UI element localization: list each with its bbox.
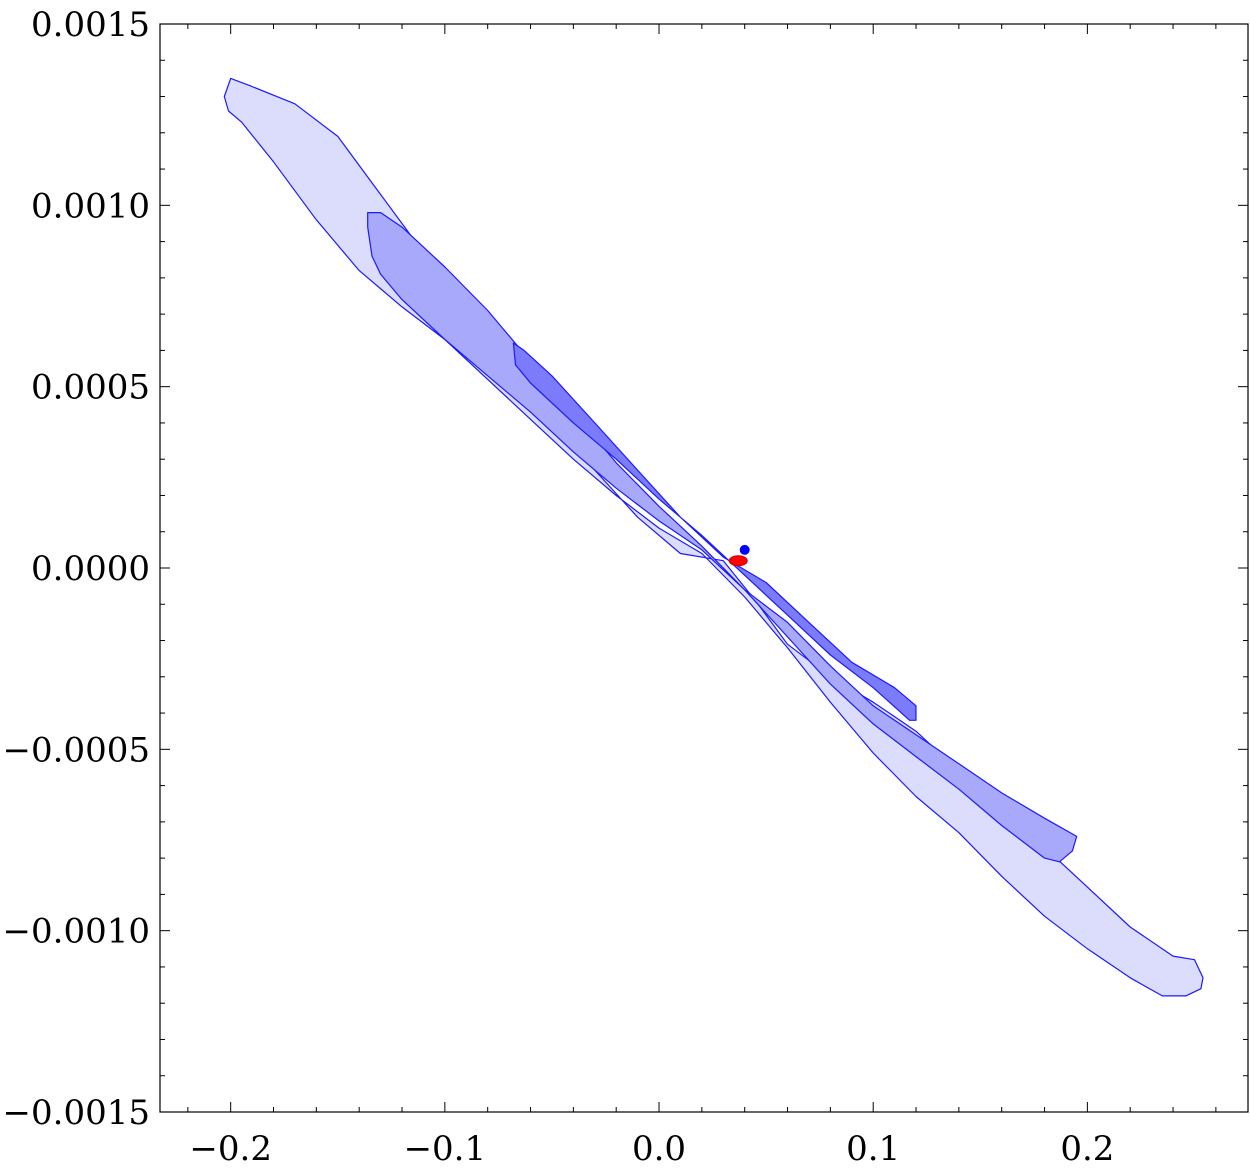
y-tick-label: 0.0010 bbox=[31, 186, 150, 226]
axis-ticks bbox=[160, 23, 1248, 1113]
y-tick-label: 0.0000 bbox=[31, 549, 150, 589]
blue-point bbox=[739, 544, 750, 555]
contour-level-3 bbox=[512, 342, 917, 721]
x-tick-label: 0.0 bbox=[632, 1129, 686, 1169]
x-axis-tick-labels: −0.2 −0.1 0.0 0.1 0.2 bbox=[189, 1129, 1114, 1169]
x-tick-label: −0.2 bbox=[189, 1129, 272, 1169]
y-tick-label: −0.0015 bbox=[3, 1093, 150, 1133]
y-tick-label: −0.0010 bbox=[3, 912, 150, 952]
y-tick-label: 0.0005 bbox=[31, 368, 150, 408]
x-tick-label: 0.1 bbox=[846, 1129, 900, 1169]
contour-level-2 bbox=[367, 212, 1078, 863]
x-tick-label: −0.1 bbox=[404, 1129, 487, 1169]
y-axis-tick-labels: 0.0015 0.0010 0.0005 0.0000 −0.0005 −0.0010 −0… bbox=[3, 5, 150, 1133]
red-point bbox=[728, 555, 748, 567]
y-tick-label: 0.0015 bbox=[31, 5, 150, 45]
marker-points bbox=[728, 544, 750, 567]
x-tick-label: 0.2 bbox=[1060, 1129, 1114, 1169]
contour-regions bbox=[223, 77, 1204, 997]
y-tick-label: −0.0005 bbox=[3, 730, 150, 770]
